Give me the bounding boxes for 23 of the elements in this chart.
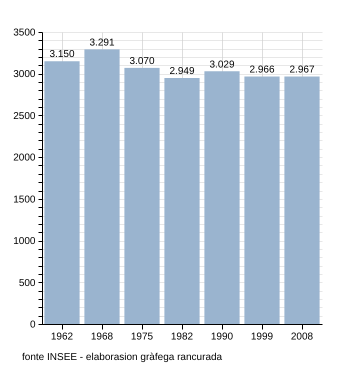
x-tick-label: 1962 xyxy=(50,332,74,342)
x-tick-label: 2008 xyxy=(290,332,314,342)
y-tick-label: 3000 xyxy=(13,69,36,80)
data-label: 3.029 xyxy=(209,59,235,70)
y-tick-label: 2000 xyxy=(13,152,36,164)
y-tick-label: 500 xyxy=(18,278,36,289)
y-tick-label: 3500 xyxy=(13,28,36,38)
y-tick-label: 0 xyxy=(30,320,36,330)
data-label: 3.150 xyxy=(49,49,75,60)
x-tick-label: 1999 xyxy=(250,332,274,342)
data-label: 2.967 xyxy=(289,64,315,76)
x-tick-label: 1968 xyxy=(90,332,114,342)
source-note: fonte INSEE - elaborasion gràfega rancurada xyxy=(22,352,222,363)
y-tick-label: 1500 xyxy=(13,194,36,206)
data-label: 2.966 xyxy=(249,64,275,76)
x-tick-label: 1990 xyxy=(210,332,234,342)
y-tick-label: 1000 xyxy=(13,236,36,248)
data-label: 2.949 xyxy=(169,66,195,77)
x-tick-label: 1982 xyxy=(170,332,194,342)
x-tick-label: 1975 xyxy=(130,332,154,342)
data-label: 3.291 xyxy=(89,37,115,48)
data-label: 3.070 xyxy=(129,56,155,67)
y-tick-label: 2500 xyxy=(13,110,36,122)
